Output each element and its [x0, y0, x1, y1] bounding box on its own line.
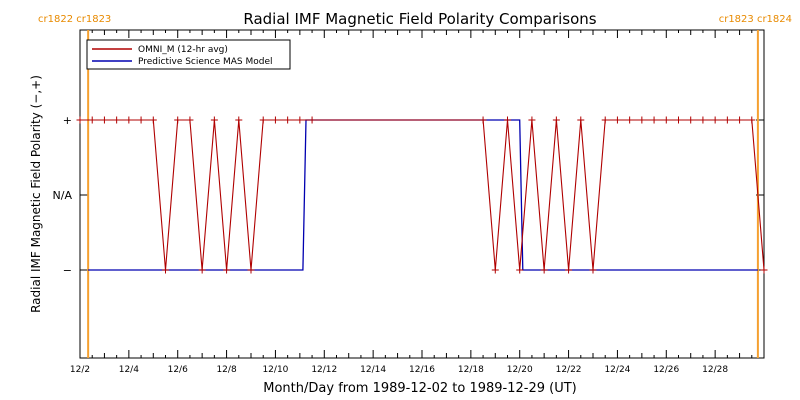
omni-point [198, 266, 206, 274]
x-tick-label: 12/28 [702, 365, 728, 375]
omni-point [552, 116, 560, 124]
omni-point [577, 116, 585, 124]
omni-point [699, 116, 707, 124]
omni-point [748, 116, 756, 124]
omni-point [613, 116, 621, 124]
x-tick-label: 12/6 [168, 365, 188, 375]
omni-point [186, 116, 194, 124]
omni-point [589, 266, 597, 274]
carrington-label-left: cr1822 cr1823 [38, 14, 111, 25]
chart-title: Radial IMF Magnetic Field Polarity Compa… [243, 10, 596, 28]
omni-point [479, 116, 487, 124]
x-tick-label: 12/10 [262, 365, 288, 375]
x-tick-label: 12/4 [119, 365, 139, 375]
omni-point [504, 116, 511, 124]
omni-point [528, 116, 536, 124]
legend-label-mas: Predictive Science MAS Model [138, 57, 273, 67]
x-tick-label: 12/24 [604, 365, 630, 375]
omni-point [125, 116, 133, 124]
omni-point [113, 116, 121, 124]
omni-point [601, 116, 609, 124]
omni-point [736, 116, 744, 124]
omni-point [760, 266, 768, 274]
carrington-boundaries [87, 30, 759, 358]
omni-point [687, 116, 695, 124]
omni-point [137, 116, 145, 124]
x-tick-label: 12/26 [653, 365, 679, 375]
omni-point [491, 266, 499, 274]
x-tick-label: 12/20 [507, 365, 533, 375]
omni-point [638, 116, 646, 124]
series-mas-line [88, 119, 758, 271]
omni-point [626, 116, 634, 124]
x-tick-label: 12/12 [311, 365, 337, 375]
omni-point [149, 116, 157, 124]
omni-point [210, 116, 218, 124]
y-tick-label: + [63, 114, 72, 127]
omni-point [540, 266, 548, 274]
omni-point [711, 116, 719, 124]
x-tick-label: 12/22 [556, 365, 582, 375]
x-tick-label: 12/2 [70, 365, 90, 375]
omni-point [296, 116, 304, 124]
x-tick-label: 12/8 [216, 365, 236, 375]
omni-point [271, 116, 279, 124]
omni-point [308, 116, 316, 124]
omni-point [174, 116, 182, 124]
y-axis-label: Radial IMF Magnetic Field Polarity (−,+) [29, 75, 43, 313]
series-layer [76, 116, 768, 274]
omni-point [284, 116, 292, 124]
x-tick-label: 12/16 [409, 365, 435, 375]
y-tick-label: − [63, 264, 72, 277]
plot-frame [79, 29, 765, 359]
x-tick-label: 12/14 [360, 365, 386, 375]
x-axis-label: Month/Day from 1989-12-02 to 1989-12-29 … [263, 381, 576, 396]
omni-point [247, 266, 255, 274]
omni-point [662, 116, 670, 124]
omni-point [76, 116, 84, 124]
carrington-label-right: cr1823 cr1824 [719, 14, 792, 25]
omni-point [100, 116, 108, 124]
x-tick-label: 12/18 [458, 365, 484, 375]
legend-label-omni: OMNI_M (12-hr avg) [138, 45, 228, 55]
omni-point [650, 116, 658, 124]
x-axis-ticks: 12/2 12/4 12/6 12/8 12/10 12/12 12/14 12/16 12/1… [70, 30, 765, 375]
omni-point [565, 266, 573, 274]
legend-box [86, 39, 291, 70]
omni-point [675, 116, 682, 124]
y-tick-label: N/A [53, 189, 73, 202]
omni-point [88, 116, 96, 124]
omni-point [235, 116, 243, 124]
omni-point [516, 266, 524, 274]
omni-point [723, 116, 731, 124]
omni-point [223, 266, 231, 274]
omni-point [162, 266, 169, 274]
legend: OMNI_M (12-hr avg) Predictive Science MA… [86, 39, 291, 70]
series-omni-line [80, 119, 765, 271]
omni-point [259, 116, 267, 124]
